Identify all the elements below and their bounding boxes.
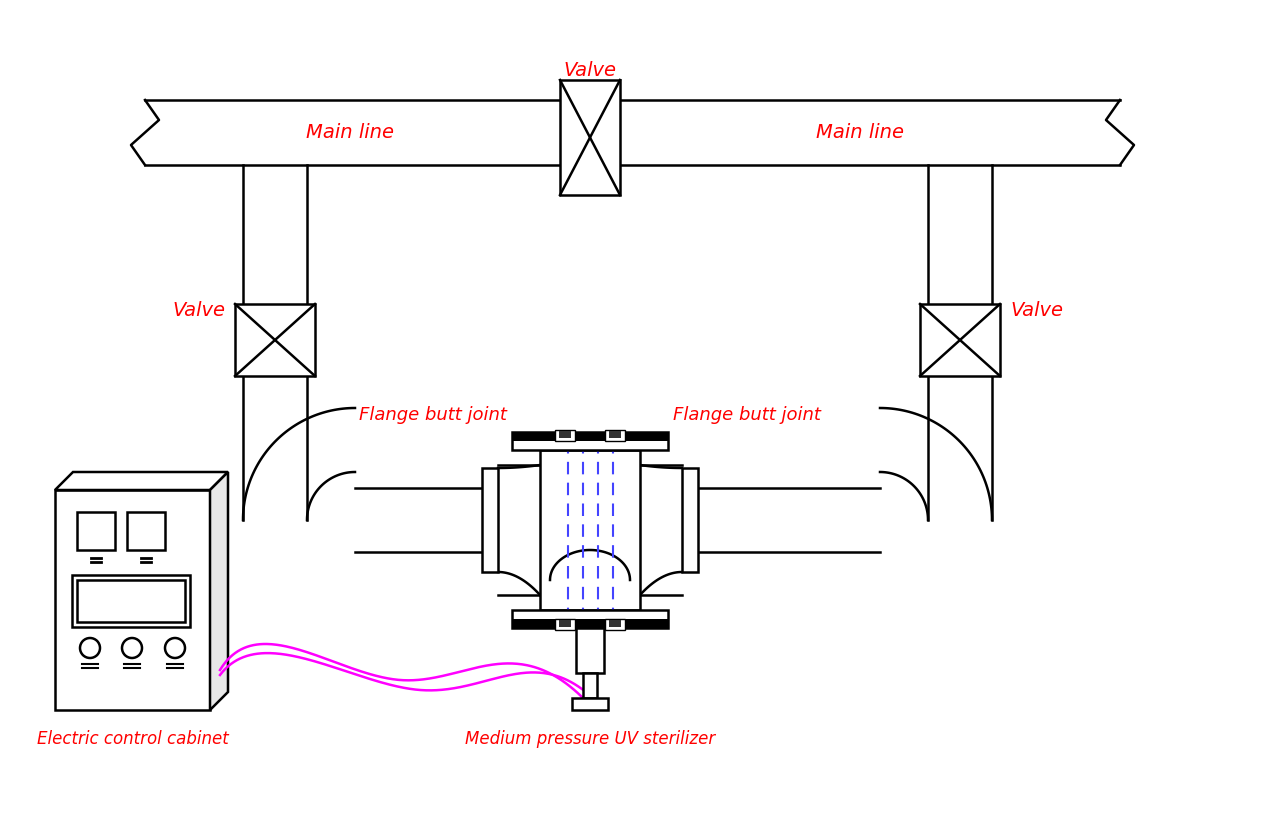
Polygon shape: [572, 698, 608, 710]
Polygon shape: [920, 304, 1000, 376]
Bar: [609, 431, 621, 438]
Bar: [605, 430, 626, 441]
Bar: [555, 430, 575, 441]
Polygon shape: [511, 432, 667, 441]
Text: Electric control cabinet: Electric control cabinet: [37, 730, 228, 748]
Polygon shape: [582, 673, 596, 698]
Text: Valve: Valve: [1010, 300, 1063, 319]
Bar: [127, 512, 165, 550]
Polygon shape: [681, 468, 698, 572]
Bar: [72, 575, 190, 627]
Polygon shape: [541, 450, 640, 610]
Text: Main line: Main line: [816, 123, 904, 142]
Bar: [560, 431, 571, 438]
Polygon shape: [209, 472, 228, 710]
Polygon shape: [511, 619, 667, 628]
Polygon shape: [482, 468, 497, 572]
Polygon shape: [576, 628, 604, 673]
Polygon shape: [235, 304, 315, 376]
Polygon shape: [55, 490, 209, 710]
Text: Valve: Valve: [173, 300, 225, 319]
Polygon shape: [511, 610, 667, 628]
Bar: [77, 580, 185, 622]
Bar: [609, 620, 621, 627]
Polygon shape: [560, 80, 621, 195]
Polygon shape: [511, 432, 667, 450]
Bar: [560, 620, 571, 627]
Bar: [555, 619, 575, 630]
Text: Main line: Main line: [306, 123, 393, 142]
Bar: [77, 512, 115, 550]
Text: Flange butt joint: Flange butt joint: [359, 406, 508, 424]
Text: Flange butt joint: Flange butt joint: [673, 406, 821, 424]
Bar: [605, 619, 626, 630]
Polygon shape: [55, 472, 228, 490]
Text: Valve: Valve: [563, 61, 617, 80]
Text: Medium pressure UV sterilizer: Medium pressure UV sterilizer: [464, 730, 716, 748]
